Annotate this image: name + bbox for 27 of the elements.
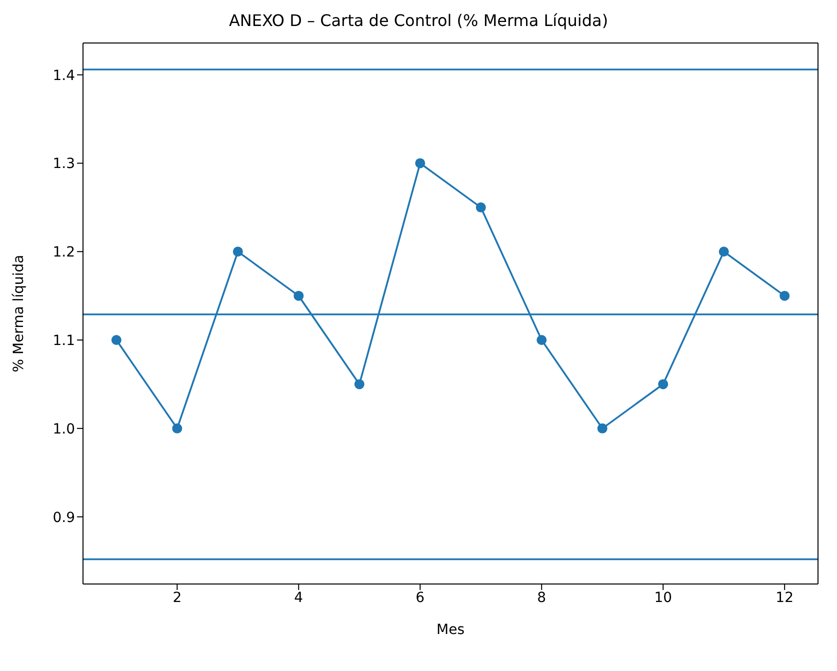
point bbox=[415, 158, 426, 168]
y-tick-label: 1.0 bbox=[52, 421, 75, 438]
y-tick-label: 0.9 bbox=[52, 510, 75, 526]
x-tick-label: 8 bbox=[537, 590, 546, 606]
point bbox=[232, 246, 243, 257]
y-tick-label: 1.2 bbox=[52, 244, 75, 261]
point bbox=[111, 335, 122, 346]
y-axis-title: % Merma líquida bbox=[10, 254, 27, 372]
x-tick-label: 10 bbox=[654, 590, 672, 606]
y-tick-label: 1.1 bbox=[52, 332, 75, 349]
point bbox=[172, 423, 182, 434]
x-tick-label: 12 bbox=[776, 590, 794, 606]
point bbox=[354, 379, 364, 390]
x-tick-label: 2 bbox=[172, 590, 182, 606]
point bbox=[718, 246, 729, 257]
y-tick-label: 1.4 bbox=[52, 68, 76, 84]
point bbox=[294, 290, 304, 301]
x-tick-label: 6 bbox=[416, 590, 425, 606]
point bbox=[780, 290, 790, 301]
point bbox=[597, 423, 608, 434]
point bbox=[476, 202, 486, 212]
point bbox=[658, 379, 668, 390]
x-axis-title: Mes bbox=[436, 622, 464, 638]
chart-title: ANEXO D – Carta de Control (% Merma Líquida) bbox=[228, 10, 610, 32]
x-tick-label: 4 bbox=[294, 590, 304, 606]
y-tick-label: 1.3 bbox=[52, 156, 75, 172]
point bbox=[536, 335, 547, 346]
